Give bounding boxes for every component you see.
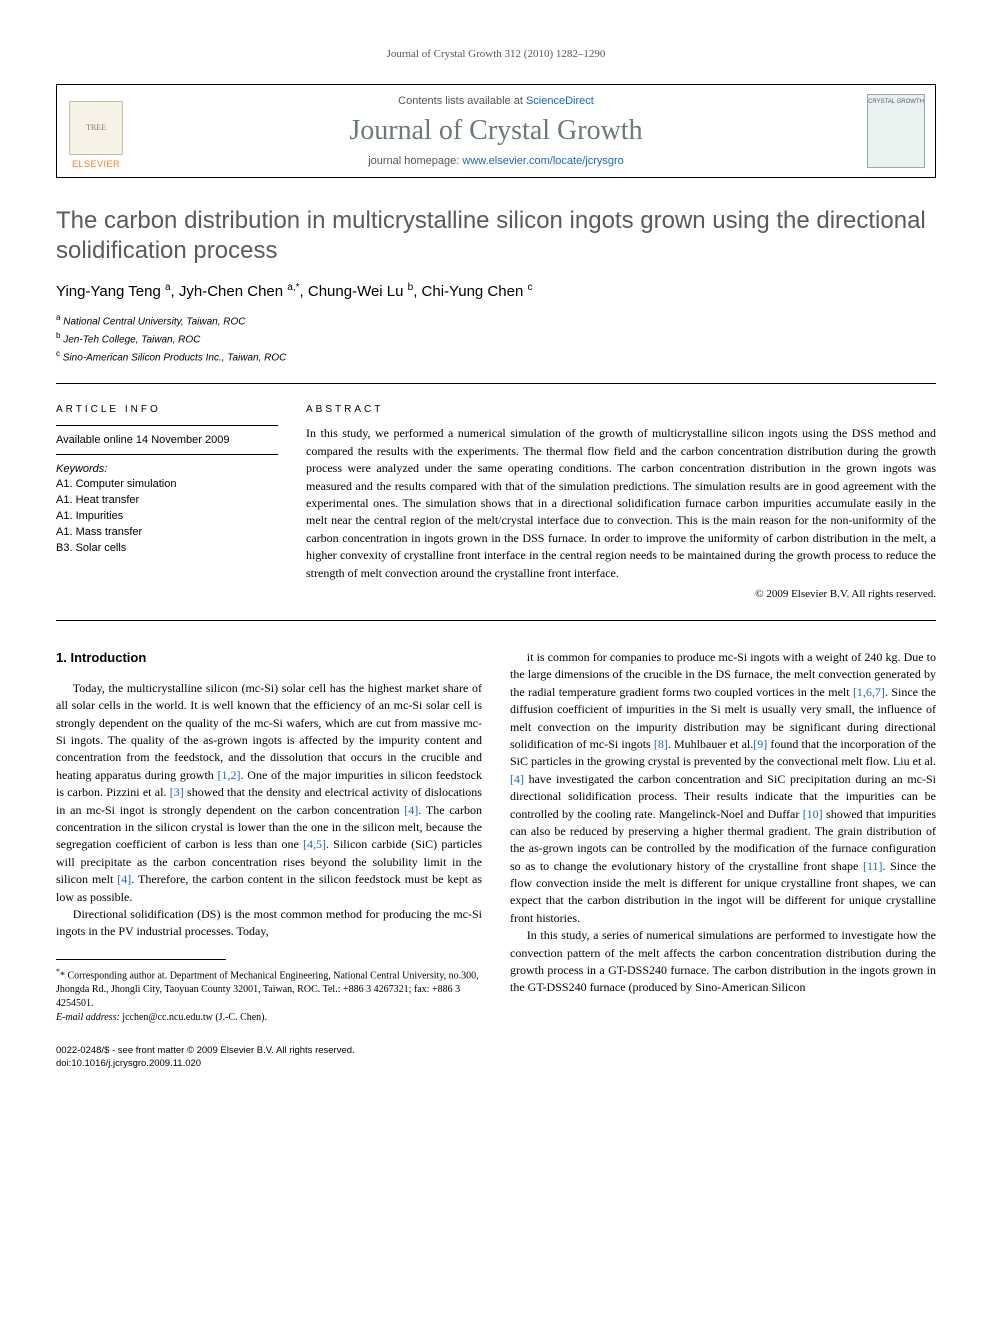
contents-prefix: Contents lists available at [398,95,526,107]
body-column-right: it is common for companies to produce mc… [510,649,936,1071]
elsevier-tree-icon: TREE [69,101,123,155]
divider [56,454,278,455]
abstract-heading: ABSTRACT [306,404,936,415]
keyword-item: A1. Impurities [56,509,278,525]
sciencedirect-link[interactable]: ScienceDirect [526,95,594,107]
keywords-heading: Keywords: [56,463,278,475]
abstract-column: ABSTRACT In this study, we performed a n… [306,404,936,600]
journal-cover-block: CRYSTAL GROWTH [857,85,935,177]
keyword-item: B3. Solar cells [56,541,278,557]
journal-homepage-line: journal homepage: www.elsevier.com/locat… [368,155,624,167]
section-heading-intro: 1. Introduction [56,649,482,668]
keywords-list: A1. Computer simulation A1. Heat transfe… [56,477,278,557]
body-column-left: 1. Introduction Today, the multicrystall… [56,649,482,1071]
body-paragraph: it is common for companies to produce mc… [510,649,936,927]
affiliation-row: b Jen-Teh College, Taiwan, ROC [56,330,936,348]
publisher-logo-block: TREE ELSEVIER [57,85,135,177]
affiliation-row: c Sino-American Silicon Products Inc., T… [56,348,936,366]
article-title: The carbon distribution in multicrystall… [56,206,936,266]
author-list: Ying-Yang Teng a, Jyh-Chen Chen a,*, Chu… [56,282,936,300]
journal-homepage-link[interactable]: www.elsevier.com/locate/jcrysgro [462,155,623,167]
divider [56,383,936,384]
body-paragraph: Today, the multicrystalline silicon (mc-… [56,680,482,906]
keyword-item: A1. Heat transfer [56,493,278,509]
article-info-column: ARTICLE INFO Available online 14 Novembe… [56,404,278,600]
journal-header-box: TREE ELSEVIER Contents lists available a… [56,84,936,178]
affiliation-row: a National Central University, Taiwan, R… [56,312,936,330]
article-info-heading: ARTICLE INFO [56,404,278,415]
homepage-prefix: journal homepage: [368,155,462,167]
contents-available-line: Contents lists available at ScienceDirec… [398,95,594,107]
front-matter-line: 0022-0248/$ - see front matter © 2009 El… [56,1045,482,1058]
publisher-name: ELSEVIER [72,159,120,169]
email-footnote: E-mail address: jcchen@cc.ncu.edu.tw (J.… [56,1011,482,1025]
divider [56,620,936,621]
journal-cover-thumb-icon: CRYSTAL GROWTH [867,94,925,168]
keyword-item: A1. Mass transfer [56,525,278,541]
doi-line: doi:10.1016/j.jcrysgro.2009.11.020 [56,1058,482,1071]
divider [56,425,278,426]
keyword-item: A1. Computer simulation [56,477,278,493]
front-matter-meta: 0022-0248/$ - see front matter © 2009 El… [56,1045,482,1071]
journal-name: Journal of Crystal Growth [349,115,642,147]
copyright-line: © 2009 Elsevier B.V. All rights reserved… [306,588,936,600]
body-paragraph: Directional solidification (DS) is the m… [56,906,482,941]
running-header: Journal of Crystal Growth 312 (2010) 128… [56,48,936,60]
corresponding-author-footnote: ** Corresponding author at. Department o… [56,966,482,1011]
available-online: Available online 14 November 2009 [56,434,278,446]
affiliations: a National Central University, Taiwan, R… [56,312,936,365]
footnote-separator [56,959,226,960]
abstract-text: In this study, we performed a numerical … [306,425,936,582]
body-paragraph: In this study, a series of numerical sim… [510,927,936,997]
